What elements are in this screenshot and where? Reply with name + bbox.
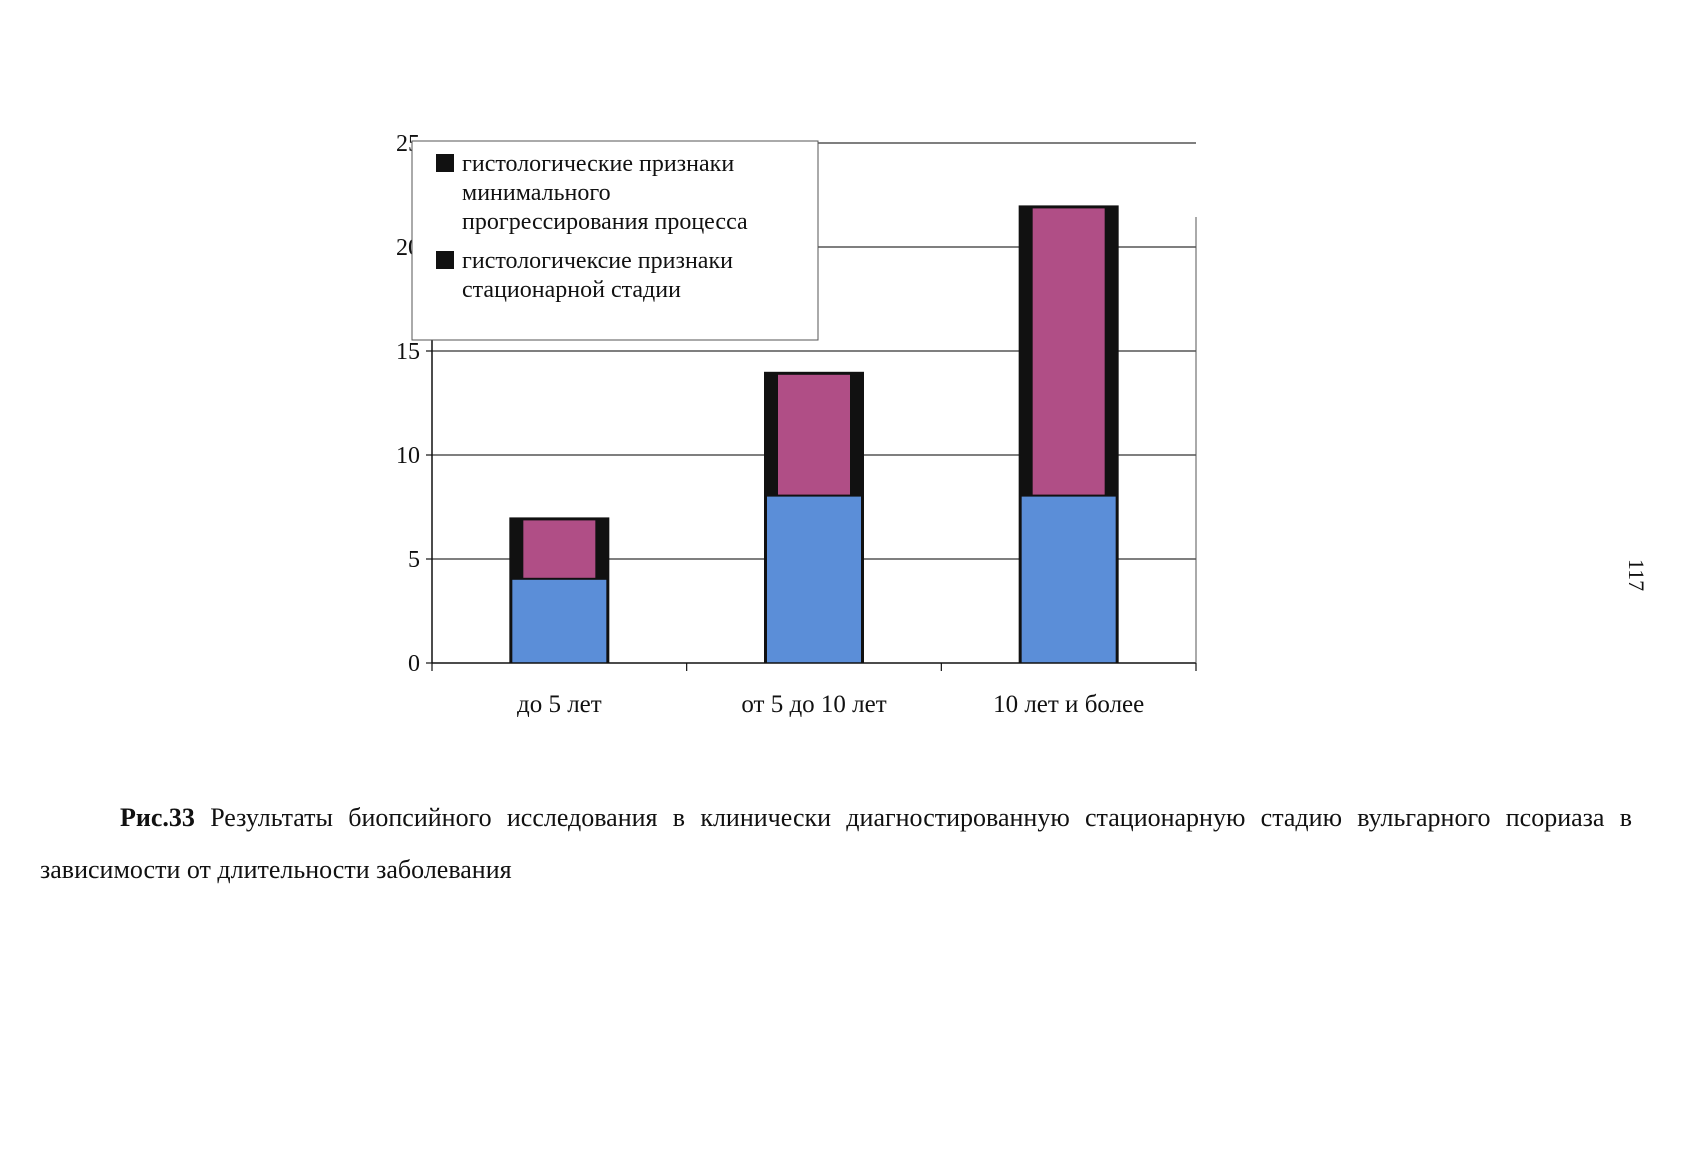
x-tick-label: до 5 лет	[517, 691, 602, 718]
legend-label: гистологичексие признаки	[462, 248, 733, 274]
y-tick-label: 5	[408, 547, 420, 573]
bars	[509, 205, 1119, 663]
legend: гистологические признаки минимального прог…	[411, 140, 819, 341]
legend-label: стационарной стадии	[462, 277, 681, 303]
y-tick-label: 15	[396, 339, 420, 365]
figure-caption: Рис.33 Результаты биопсийного исследован…	[40, 792, 1632, 896]
legend-label: гистологические признаки	[462, 151, 734, 177]
y-tick-label: 0	[408, 651, 420, 677]
legend-swatch	[436, 251, 454, 269]
figure-label: Рис.33	[120, 803, 195, 832]
legend-label: минимального	[462, 180, 611, 206]
bar-segment	[512, 579, 607, 663]
bar-segment	[1021, 496, 1116, 663]
x-tick-label: 10 лет и более	[993, 691, 1144, 718]
bar-segment	[778, 374, 850, 495]
x-axis-ticks: до 5 лет от 5 до 10 лет 10 лет и более	[431, 663, 1197, 718]
bar-segment	[767, 496, 861, 663]
legend-box	[411, 140, 819, 341]
legend-label: прогрессирования процесса	[462, 209, 748, 235]
x-tick-label: от 5 до 10 лет	[741, 691, 886, 718]
bar-segment	[523, 520, 596, 578]
page-number: 117	[1624, 558, 1650, 592]
legend-swatch	[436, 154, 454, 172]
caption-text: Результаты биопсийного исследования в кл…	[40, 803, 1633, 884]
bar-segment	[1032, 208, 1105, 495]
y-tick-label: 10	[396, 443, 420, 469]
